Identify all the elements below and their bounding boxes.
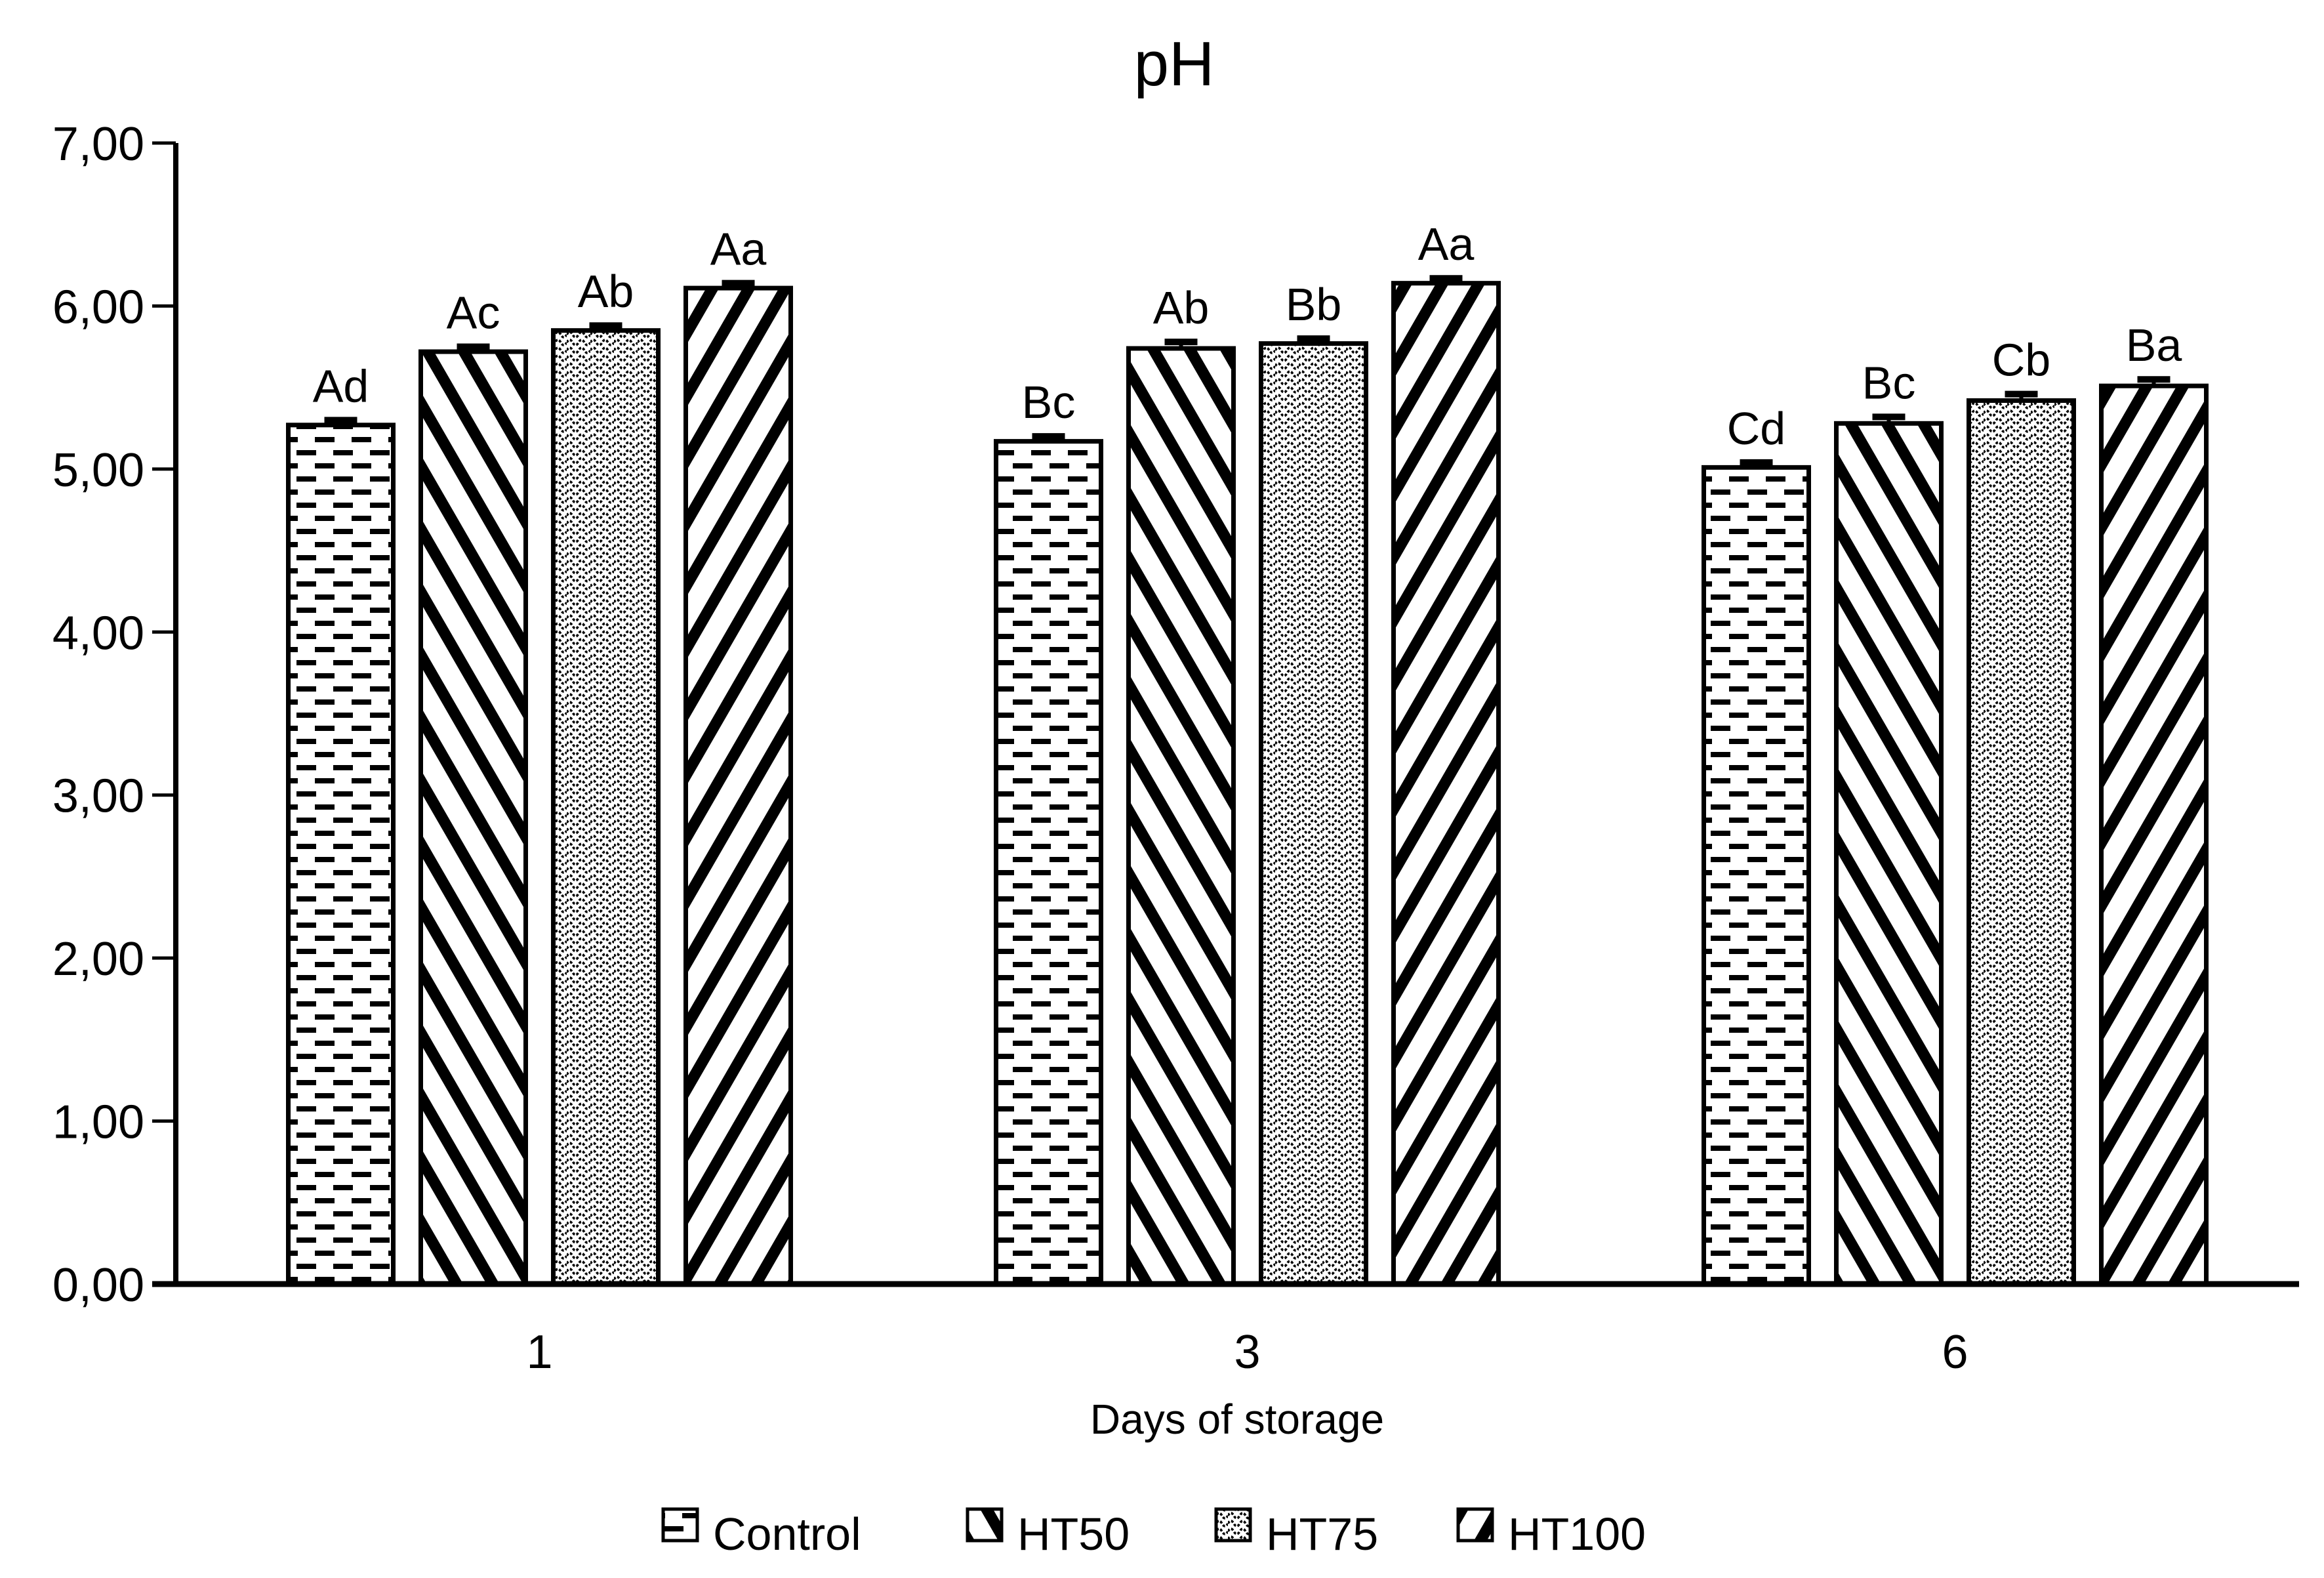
bar-significance-label: Ac (447, 287, 500, 339)
bar-significance-label: Bc (1862, 357, 1916, 408)
legend-label-ht50: HT50 (1017, 1508, 1130, 1560)
bar-ht50-day3 (1126, 346, 1236, 1287)
y-tick-label: 4,00 (52, 607, 144, 659)
bar-significance-label: Bc (1022, 377, 1076, 428)
x-category-label: 6 (1942, 1326, 1968, 1379)
legend-swatch-ht50 (966, 1507, 1004, 1543)
bar-significance-label: Cb (1992, 335, 2050, 386)
bars-group: Ad Ac Ab Aa Bc Ab Bb Aa Cd Bc Cb Ba (286, 218, 2209, 1287)
legend-swatch-control (661, 1507, 699, 1543)
bar-control-day1 (286, 423, 396, 1287)
y-tick-label: 3,00 (52, 770, 144, 823)
bar-ht50-day1 (418, 349, 528, 1287)
bar-significance-label: Aa (710, 224, 767, 275)
bar-ht75-day1 (551, 328, 661, 1287)
legend-label-ht75: HT75 (1266, 1508, 1378, 1560)
bar-ht75-day6 (1967, 398, 2076, 1287)
bar-ht100-day1 (683, 285, 793, 1287)
y-axis: 0,00 1,00 2,00 3,00 4,00 5,00 6,00 7,00 (52, 118, 178, 1312)
legend-swatch-ht75 (1214, 1507, 1252, 1543)
bar-ht100-day6 (2099, 383, 2209, 1287)
bar-ht100-day3 (1391, 281, 1501, 1287)
bar-significance-label: Ba (2126, 320, 2182, 371)
legend-label-ht100: HT100 (1508, 1508, 1646, 1560)
chart-title: pH (1134, 29, 1215, 99)
bar-significance-label: Bb (1286, 279, 1342, 330)
bar-significance-label: Aa (1418, 218, 1475, 270)
bar-significance-label: Ab (1153, 282, 1210, 333)
y-tick-label: 6,00 (52, 281, 144, 333)
bar-significance-label: Cd (1727, 403, 1785, 454)
bar-ht50-day6 (1834, 421, 1944, 1287)
legend-swatch-ht100 (1456, 1507, 1494, 1543)
x-axis-title: Days of storage (1090, 1396, 1384, 1443)
y-tick-label: 7,00 (52, 118, 144, 171)
bar-significance-label: Ad (313, 360, 369, 411)
y-tick-label: 1,00 (52, 1096, 144, 1149)
y-tick-label: 5,00 (52, 444, 144, 497)
bar-control-day6 (1702, 465, 1811, 1287)
x-category-label: 3 (1234, 1326, 1260, 1379)
legend-label-control: Control (713, 1508, 861, 1560)
bar-control-day3 (994, 439, 1103, 1287)
y-tick-label: 0,00 (52, 1259, 144, 1312)
bar-ht75-day3 (1259, 341, 1368, 1287)
y-tick-label: 2,00 (52, 933, 144, 986)
x-category-label: 1 (526, 1326, 552, 1379)
bar-significance-label: Ab (578, 266, 634, 317)
legend: Control HT50 HT75 HT100 (661, 1507, 1646, 1560)
x-axis: 1 3 6 (152, 1281, 2299, 1379)
